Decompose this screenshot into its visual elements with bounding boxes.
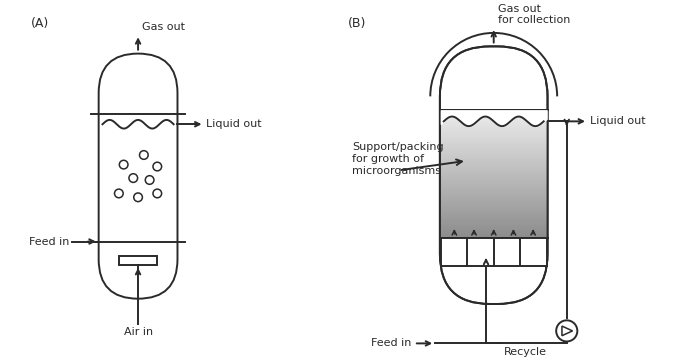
Text: Gas out
for collection: Gas out for collection bbox=[498, 4, 570, 25]
Text: Feed in: Feed in bbox=[370, 338, 411, 348]
Bar bbox=[441, 238, 547, 266]
FancyBboxPatch shape bbox=[440, 47, 548, 304]
Text: (B): (B) bbox=[347, 16, 366, 30]
Text: Recycle: Recycle bbox=[504, 347, 547, 357]
Text: Liquid out: Liquid out bbox=[206, 119, 262, 129]
Bar bbox=[119, 256, 158, 265]
FancyBboxPatch shape bbox=[99, 54, 178, 299]
Text: Feed in: Feed in bbox=[30, 237, 70, 247]
Text: Support/packing
for growth of
microorganisms: Support/packing for growth of microorgan… bbox=[352, 142, 444, 176]
Text: Gas out: Gas out bbox=[142, 23, 185, 33]
Text: (A): (A) bbox=[30, 16, 49, 30]
Text: Liquid out: Liquid out bbox=[590, 116, 646, 126]
Text: Air in: Air in bbox=[124, 326, 153, 337]
